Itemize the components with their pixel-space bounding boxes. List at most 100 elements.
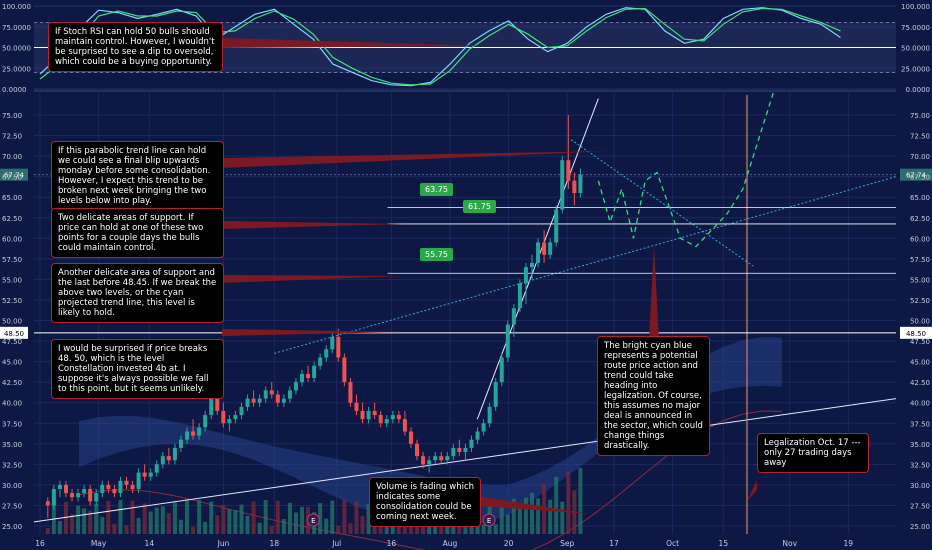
price-tick-label: 57.50 [910, 256, 930, 264]
candle-body [172, 447, 177, 461]
volume-bar [233, 509, 238, 534]
x-tick-label: 19 [844, 539, 854, 548]
price-tick-label: 65.00 [910, 194, 930, 202]
candle-body [342, 357, 347, 383]
candle-body [185, 431, 190, 440]
volume-bar [578, 468, 583, 534]
volume-bar [185, 500, 190, 534]
annotation-stoch: If Stoch RSI can hold 50 bulls should ma… [48, 22, 223, 72]
annotation-support: Two delicate areas of support. If price … [51, 208, 224, 258]
volume-bar [427, 520, 432, 534]
stoch-lines [39, 7, 841, 87]
volume-bar [263, 500, 268, 534]
candle-body [330, 336, 335, 350]
earnings-marker [482, 513, 496, 527]
candle-body [475, 431, 480, 440]
volume-bar [106, 501, 111, 534]
volume-bar [257, 522, 262, 534]
pointer-legalization [747, 480, 757, 501]
volume-bar [172, 502, 177, 534]
price-tick-label: 42.50 [910, 379, 930, 387]
x-tick-label: 15 [719, 539, 729, 548]
price-tick-label: 72.50 [910, 133, 930, 141]
candle-body [421, 456, 426, 465]
volume-bar [112, 523, 117, 534]
pointer-another [222, 275, 403, 283]
candle-body [227, 419, 232, 424]
candle-body [306, 373, 311, 379]
volume-bar [245, 515, 250, 534]
candle-body [191, 431, 196, 436]
candle-body [76, 493, 81, 498]
volume-bar [511, 498, 516, 534]
stoch-tick-labels: 100.000 100.000 75.0000 75.0000 50.0000 50.00… [2, 3, 930, 94]
price-tick-label: 25.00 [910, 523, 930, 531]
pointer-stoch [220, 38, 490, 48]
stoch-series-line [39, 7, 841, 86]
candle-body [154, 464, 159, 473]
price-tick-label: 35.00 [2, 441, 22, 449]
volume-bar [221, 504, 226, 534]
candle-body [457, 447, 462, 453]
candle-body [251, 398, 256, 403]
candle-body [203, 415, 208, 428]
annotation-parabolic: If this parabolic trend line can hold we… [51, 141, 224, 211]
volume-bar [197, 500, 202, 534]
candle-body [445, 456, 450, 461]
price-tick-label: 70.00 [910, 153, 930, 161]
candle-body [94, 493, 99, 502]
candle-body [493, 382, 498, 407]
price-tick-label: 37.50 [910, 420, 930, 428]
candle-body [336, 336, 341, 358]
volume-bar [70, 514, 75, 534]
x-tick-label: 18 [270, 539, 280, 548]
price-tick-label: 47.50 [2, 338, 22, 346]
volume-bar [51, 500, 56, 534]
candle-body [324, 349, 329, 358]
candle-body [245, 398, 250, 407]
volume-bar [505, 514, 510, 534]
earnings-marker-label: E [487, 517, 491, 525]
pointer-volume [478, 496, 590, 514]
price-tick-label: 40.00 [910, 400, 930, 408]
earnings-marker-label: E [311, 517, 315, 525]
pointer-cyan [649, 245, 659, 340]
stoch-tick-label: 50.0000 [901, 45, 930, 53]
volume-bar [251, 501, 256, 534]
price-label-right: 67.74 [906, 172, 927, 180]
candle-body [360, 410, 365, 420]
annotation-volume: Volume is fading which indicates some co… [369, 477, 481, 527]
candle-body [257, 398, 262, 403]
price-tick-label: 55.00 [2, 276, 22, 284]
volume-bar [148, 511, 153, 534]
candle-body [293, 382, 298, 391]
stoch-tick-label: 75.0000 [901, 24, 930, 32]
candles [45, 115, 583, 518]
volume-bar [536, 498, 541, 534]
candle-body [566, 160, 571, 181]
volume-bar [548, 499, 553, 534]
candle-body [269, 390, 274, 395]
candle-body [136, 472, 141, 490]
candle-body [384, 419, 389, 424]
volume-bar [530, 492, 534, 534]
price-tick-label: 32.50 [910, 461, 930, 469]
volume-bar [287, 502, 292, 534]
price-tick-label: 75.00 [2, 112, 22, 120]
price-label-box-right [900, 326, 932, 339]
support-tag-61: 61.75 [463, 200, 496, 213]
stoch-tick-label: 0.0000 [906, 86, 931, 94]
pointer-support [222, 221, 403, 229]
volume-bar [517, 503, 522, 534]
price-tick-label: 30.00 [910, 482, 930, 490]
candle-body [433, 456, 438, 461]
candle-body [372, 410, 377, 416]
candle-body [112, 489, 117, 494]
price-tick-label: 67.50 [2, 174, 22, 182]
stoch-tick-label: 75.0000 [2, 24, 31, 32]
price-tick-label: 75.00 [910, 112, 930, 120]
volume-bar [354, 501, 359, 534]
price-tick-label: 40.00 [2, 400, 22, 408]
candle-body [215, 398, 220, 411]
